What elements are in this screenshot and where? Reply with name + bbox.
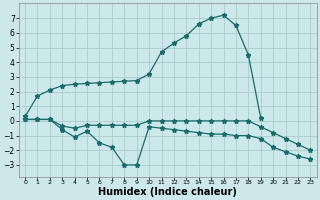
X-axis label: Humidex (Indice chaleur): Humidex (Indice chaleur): [98, 187, 237, 197]
